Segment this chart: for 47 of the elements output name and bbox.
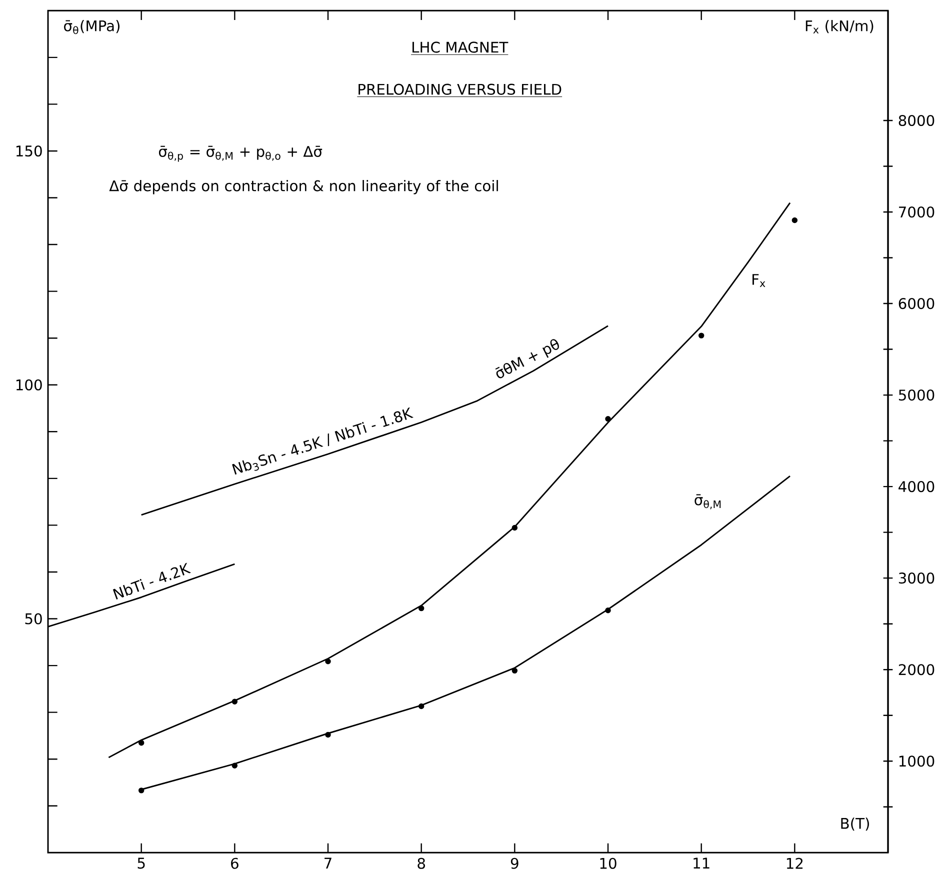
y2-tick-label: 2000 bbox=[898, 664, 934, 676]
text: Nb$_{3}$Sn - 4.5K / NbTi - 1.8K bbox=[232, 407, 414, 475]
series-label: F$_{x}$ bbox=[752, 274, 766, 287]
point bbox=[605, 416, 611, 422]
y-tick-label: 150 bbox=[16, 145, 42, 157]
annotation: Δσ̄ depends on contraction & non linearity of the coil bbox=[109, 180, 498, 194]
y2-tick-label: 6000 bbox=[898, 298, 934, 310]
line-series bbox=[140, 325, 609, 516]
point bbox=[232, 762, 238, 769]
series-label: σ̄$_{θ,M}$ bbox=[694, 494, 721, 510]
y2-axis-title: F$_{x}$ (kN/m) bbox=[806, 20, 874, 34]
point bbox=[698, 332, 704, 338]
y2-tick-label: 4000 bbox=[898, 481, 934, 492]
y2-tick-label: 3000 bbox=[898, 572, 934, 584]
text: LHC MAGNET bbox=[412, 42, 508, 53]
x-tick-label: 9 bbox=[510, 858, 518, 869]
point bbox=[512, 668, 518, 674]
y2-tick-label: 8000 bbox=[898, 114, 934, 126]
x-axis-title: B(T) bbox=[841, 818, 869, 831]
x-tick-label: 12 bbox=[786, 858, 803, 869]
point bbox=[792, 217, 798, 224]
point bbox=[418, 703, 424, 710]
x-tick-label: 8 bbox=[418, 858, 425, 869]
point bbox=[605, 607, 611, 614]
point bbox=[325, 658, 331, 664]
point bbox=[232, 698, 238, 705]
x-tick-label: 7 bbox=[324, 858, 332, 868]
point bbox=[512, 524, 518, 531]
text: PRELOADING VERSUS FIELD bbox=[358, 84, 562, 95]
y2-tick-label: 7000 bbox=[899, 206, 934, 218]
point bbox=[325, 732, 331, 738]
y2-tick-label: 1000 bbox=[899, 756, 934, 767]
annotation: σ̄θM + pθ bbox=[495, 339, 559, 378]
y2-tick-label: 5000 bbox=[898, 390, 934, 401]
y-axis-title: σ̄$_{θ}$(MPa) bbox=[64, 20, 120, 34]
text: NbTi - 4.2K bbox=[112, 562, 192, 600]
line-series bbox=[108, 202, 791, 758]
x-tick-label: 6 bbox=[231, 858, 238, 869]
x-tick-label: 11 bbox=[694, 858, 710, 868]
y-tick-label: 50 bbox=[25, 613, 42, 624]
point bbox=[138, 788, 144, 794]
annotation: σ̄$_{θ,p}$ = σ̄$_{θ,M}$ + p$_{θ,o}$ + Δσ̄ bbox=[158, 146, 322, 162]
point bbox=[418, 605, 424, 612]
point bbox=[138, 740, 144, 746]
x-tick-label: 5 bbox=[138, 858, 145, 869]
x-tick-label: 10 bbox=[600, 858, 616, 869]
y-tick-label: 100 bbox=[16, 379, 42, 390]
